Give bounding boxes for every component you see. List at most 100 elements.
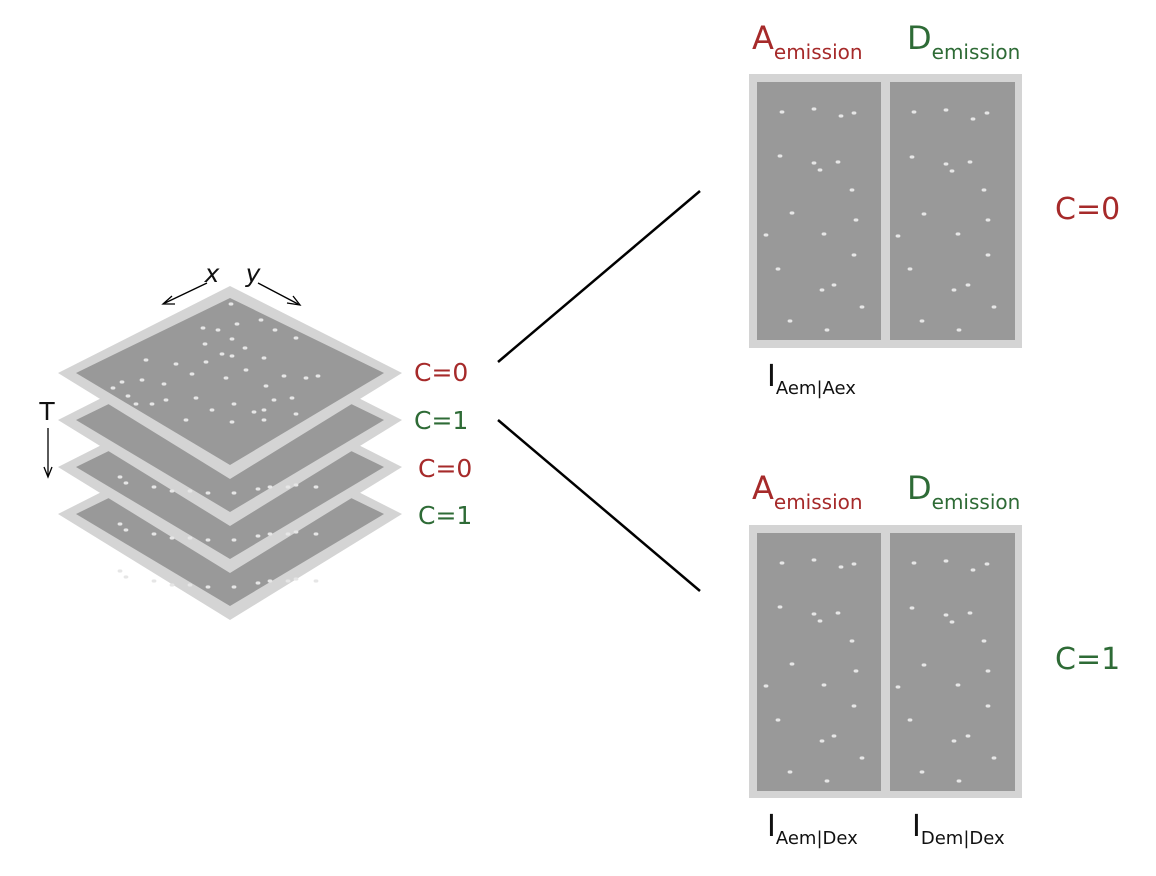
panel-c1-channel-label: C=1 — [1055, 642, 1120, 677]
spot — [777, 605, 783, 609]
panel-c0-spots — [763, 107, 997, 332]
spot — [919, 319, 925, 323]
spot — [981, 639, 987, 643]
spot — [777, 154, 783, 158]
spot — [955, 683, 961, 687]
spot — [956, 779, 962, 783]
spot — [189, 372, 195, 376]
spot — [169, 489, 175, 493]
axis-arrows — [43, 282, 302, 479]
spot — [851, 253, 857, 257]
spot — [193, 396, 199, 400]
spot — [763, 684, 769, 688]
spot — [851, 704, 857, 708]
spot — [261, 418, 267, 422]
spot — [169, 536, 175, 540]
spot — [789, 211, 795, 215]
spot — [219, 352, 225, 356]
spot — [139, 378, 145, 382]
panel-c0-donor-half — [890, 82, 1015, 340]
spot — [817, 619, 823, 623]
spot — [849, 639, 855, 643]
spot — [231, 538, 237, 542]
spot — [261, 356, 267, 360]
spot — [255, 581, 261, 585]
panel-c0-acceptor-label: Aemission — [752, 19, 863, 64]
spot — [187, 489, 193, 493]
spot — [281, 374, 287, 378]
spot — [151, 579, 157, 583]
spot — [853, 669, 859, 673]
spot — [258, 318, 264, 322]
spot — [229, 420, 235, 424]
spot — [117, 569, 123, 573]
connector-to-c0 — [497, 190, 701, 363]
axis-t-label: T — [38, 397, 55, 426]
spot — [985, 669, 991, 673]
spot — [819, 288, 825, 292]
spot — [970, 568, 976, 572]
connector-to-c1 — [497, 419, 701, 592]
spot — [228, 302, 234, 306]
spot — [967, 611, 973, 615]
spot — [110, 386, 116, 390]
spot — [956, 328, 962, 332]
spot — [991, 305, 997, 309]
stack-layer-2-spots — [117, 475, 319, 495]
axis-x-label: x — [204, 259, 220, 288]
spot — [984, 562, 990, 566]
spot — [851, 562, 857, 566]
spot — [119, 380, 125, 384]
spot — [293, 483, 299, 487]
spot — [202, 342, 208, 346]
spot — [851, 111, 857, 115]
spot — [293, 412, 299, 416]
spot — [163, 398, 169, 402]
spot — [895, 685, 901, 689]
spot — [187, 583, 193, 587]
panel-c0-acceptor-half — [757, 82, 881, 340]
spot — [229, 337, 235, 341]
spot — [263, 384, 269, 388]
spot — [215, 328, 221, 332]
spot — [205, 585, 211, 589]
spot — [289, 396, 295, 400]
spot — [835, 160, 841, 164]
spot — [261, 408, 267, 412]
panel-c1-donor-label: Demission — [907, 469, 1020, 514]
spot — [811, 558, 817, 562]
spot — [943, 108, 949, 112]
spot — [949, 620, 955, 624]
spot — [313, 532, 319, 536]
spot — [267, 485, 273, 489]
spot — [909, 155, 915, 159]
spot — [991, 756, 997, 760]
spot — [919, 770, 925, 774]
panel-c0: Aemission Demission C=0 IAem|Aex — [749, 19, 1120, 399]
spot — [951, 288, 957, 292]
spot — [951, 739, 957, 743]
panel-c1-acceptor-label: Aemission — [752, 469, 863, 514]
spot — [949, 169, 955, 173]
spot — [123, 575, 129, 579]
spot — [921, 663, 927, 667]
spot — [234, 322, 240, 326]
spot — [117, 522, 123, 526]
spot — [985, 704, 991, 708]
spot — [859, 756, 865, 760]
spot — [821, 232, 827, 236]
spot — [255, 487, 261, 491]
spot — [133, 402, 139, 406]
spot — [811, 107, 817, 111]
spot — [967, 160, 973, 164]
layer-label-2: C=1 — [414, 406, 468, 435]
spot — [117, 475, 123, 479]
spot — [787, 319, 793, 323]
spot — [209, 408, 215, 412]
spot — [835, 611, 841, 615]
spot — [895, 234, 901, 238]
spot — [943, 162, 949, 166]
spot — [293, 577, 299, 581]
panel-c0-intensity-left: IAem|Aex — [767, 359, 856, 399]
